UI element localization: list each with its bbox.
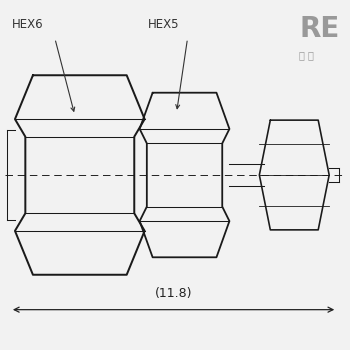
Text: 里 应: 里 应 xyxy=(299,50,314,60)
Text: (11.8): (11.8) xyxy=(155,287,192,300)
Text: HEX6: HEX6 xyxy=(12,19,44,32)
Text: HEX5: HEX5 xyxy=(148,19,179,32)
Text: RE: RE xyxy=(299,15,340,43)
